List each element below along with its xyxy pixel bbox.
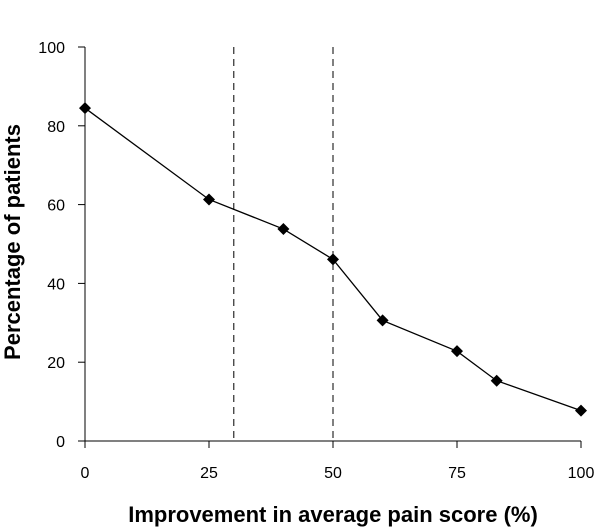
x-tick-label: 0 <box>81 465 90 482</box>
reference-lines <box>233 47 334 441</box>
data-point <box>575 404 587 417</box>
x-tick-label: 100 <box>568 465 595 482</box>
x-tick-label: 75 <box>448 465 466 482</box>
series-line <box>84 107 582 412</box>
data-point <box>327 253 339 266</box>
y-tick-label: 0 <box>56 434 65 451</box>
data-point <box>376 314 389 327</box>
data-point <box>203 193 215 206</box>
x-tick-label: 25 <box>200 465 218 482</box>
data-point <box>277 223 290 236</box>
y-tick-label: 60 <box>47 198 65 215</box>
data-point <box>490 374 503 387</box>
x-tick-label: 50 <box>324 465 342 482</box>
series-layer <box>79 102 587 417</box>
data-point <box>451 345 463 358</box>
ticks: 0 20 40 60 80 100 0 25 50 75 100 <box>38 40 594 482</box>
y-tick-label: 20 <box>47 355 65 372</box>
y-tick-label: 80 <box>47 119 65 136</box>
y-axis-title: Percentage of patients <box>0 124 25 360</box>
data-point <box>79 102 91 115</box>
y-tick-label: 100 <box>38 40 65 57</box>
y-tick-label: 40 <box>47 276 65 293</box>
x-axis-title: Improvement in average pain score (%) <box>128 502 538 527</box>
